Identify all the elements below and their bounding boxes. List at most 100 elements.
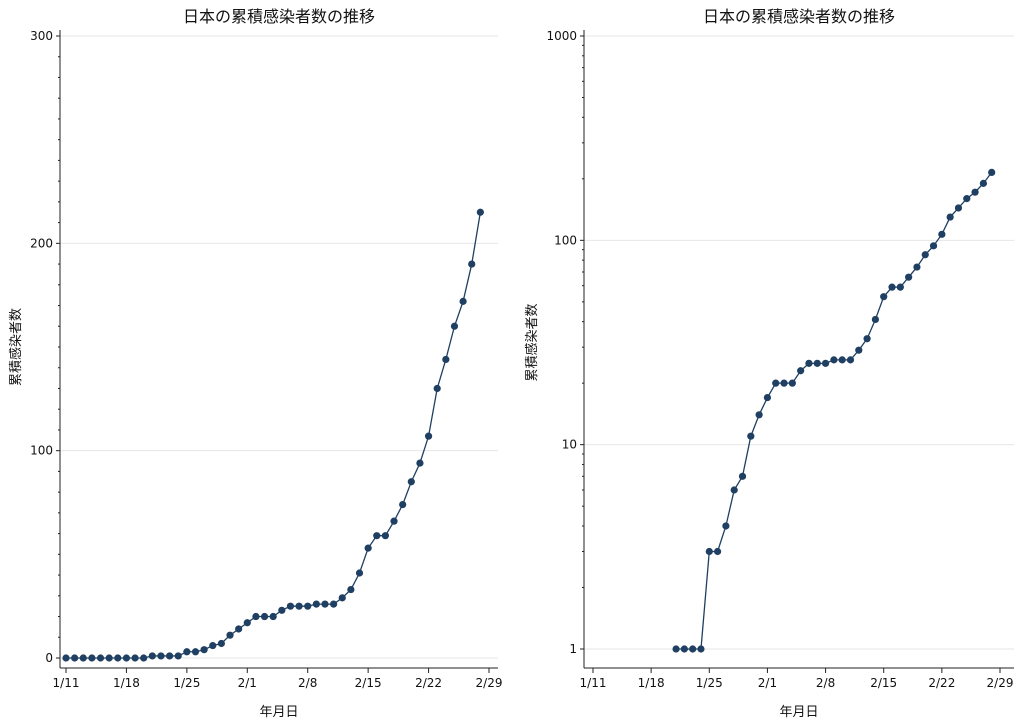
data-point xyxy=(105,654,113,662)
x-tick-label: 2/1 xyxy=(758,676,777,690)
y-tick-label: 1000 xyxy=(546,29,577,43)
data-point xyxy=(364,544,372,552)
data-point xyxy=(813,359,821,367)
data-point xyxy=(888,283,896,291)
y-tick-label: 200 xyxy=(30,236,53,250)
data-point xyxy=(730,486,738,494)
data-point xyxy=(209,641,217,650)
data-point xyxy=(269,612,277,621)
data-point xyxy=(88,654,96,662)
chart-panel-2: 日本の累積感染者数の推移 1 10 100 1000 1/11 1/18 1/25 2/1 2/8… xyxy=(524,7,1014,720)
data-point xyxy=(468,260,476,268)
data-point xyxy=(71,654,79,662)
data-point xyxy=(821,359,830,367)
data-point xyxy=(921,251,929,259)
data-point xyxy=(913,263,921,271)
data-point xyxy=(407,478,415,486)
data-point xyxy=(338,594,346,602)
data-point xyxy=(755,411,763,419)
data-point xyxy=(165,652,174,660)
data-point xyxy=(797,367,805,375)
data-point xyxy=(896,283,904,291)
x-tick-label: 2/8 xyxy=(816,676,835,690)
data-point xyxy=(738,472,747,480)
data-point xyxy=(433,384,441,393)
x-tick-label: 2/22 xyxy=(928,676,955,690)
data-point xyxy=(122,654,131,662)
data-point xyxy=(321,600,329,608)
chart-title: 日本の累積感染者数の推移 xyxy=(703,7,895,26)
data-point xyxy=(880,293,888,301)
data-point xyxy=(174,652,182,660)
data-point xyxy=(157,652,165,660)
data-point xyxy=(304,602,312,610)
data-point xyxy=(96,654,105,662)
data-point xyxy=(355,569,364,577)
data-point xyxy=(747,432,755,440)
data-point xyxy=(830,356,838,364)
data-point xyxy=(946,213,954,221)
data-point xyxy=(680,645,688,653)
data-point xyxy=(442,355,450,364)
x-tick-label: 2/22 xyxy=(415,676,442,690)
data-point xyxy=(424,432,433,440)
data-point xyxy=(252,612,260,621)
data-point xyxy=(243,619,251,627)
data-point xyxy=(183,648,191,656)
data-point xyxy=(871,315,880,324)
data-point xyxy=(373,532,381,540)
data-point xyxy=(788,379,796,387)
x-axis-label: 年月日 xyxy=(259,705,298,720)
data-point xyxy=(938,230,946,238)
data-point xyxy=(114,654,122,662)
data-point xyxy=(855,346,863,354)
x-axis-label: 年月日 xyxy=(779,705,818,720)
x-tick-label: 1/11 xyxy=(580,676,607,690)
data-point xyxy=(846,356,855,364)
data-point xyxy=(148,652,156,660)
data-point xyxy=(763,393,772,402)
data-point xyxy=(838,356,846,364)
data-point xyxy=(705,547,713,556)
x-tick-label: 1/18 xyxy=(638,676,665,690)
data-point xyxy=(772,379,780,387)
data-point xyxy=(672,645,680,653)
data-point xyxy=(200,646,208,654)
data-point xyxy=(390,517,398,525)
data-point xyxy=(278,606,286,614)
y-tick-label: 300 xyxy=(30,29,53,43)
x-tick-label: 2/15 xyxy=(355,676,382,690)
data-point xyxy=(330,600,338,608)
series-line xyxy=(66,212,482,659)
y-tick-label: 10 xyxy=(562,438,577,452)
data-point xyxy=(780,379,788,387)
data-point xyxy=(863,335,871,343)
data-point xyxy=(416,459,424,467)
data-point xyxy=(79,654,87,662)
y-tick-label: 100 xyxy=(30,444,53,458)
data-point xyxy=(226,631,234,639)
data-point xyxy=(954,204,963,212)
x-tick-label: 2/1 xyxy=(238,676,257,690)
data-point xyxy=(140,654,148,662)
data-point xyxy=(450,322,459,330)
x-tick-label: 2/29 xyxy=(987,676,1014,690)
data-point xyxy=(399,500,407,509)
data-point xyxy=(381,532,390,540)
x-tick-label: 1/11 xyxy=(53,676,80,690)
data-point xyxy=(235,625,243,633)
data-point xyxy=(459,297,467,305)
y-axis-label: 累積感染者数 xyxy=(8,308,24,386)
x-tick-label: 2/8 xyxy=(298,676,317,690)
series-line xyxy=(676,172,993,650)
data-point xyxy=(131,654,139,662)
data-point xyxy=(62,654,70,662)
data-point xyxy=(929,242,938,250)
data-point xyxy=(988,168,996,177)
data-point xyxy=(971,188,979,196)
data-point xyxy=(713,547,722,556)
data-point xyxy=(191,648,200,656)
data-point xyxy=(722,522,730,530)
y-tick-label: 100 xyxy=(554,233,577,247)
data-point xyxy=(697,645,705,653)
